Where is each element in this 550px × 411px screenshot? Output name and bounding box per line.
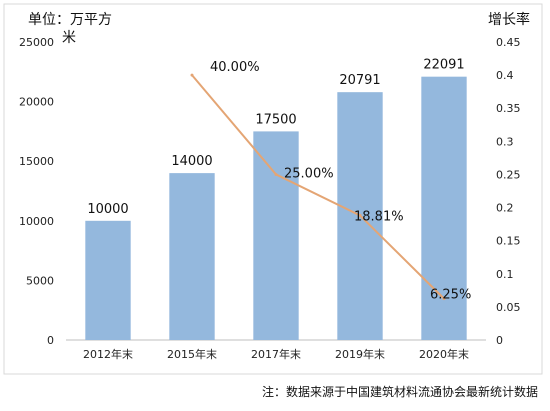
chart-svg: 0 5000 10000 15000 20000 25000 0 0.05 0.1 0.15 0.… <box>3 3 543 375</box>
growth-rate-point <box>358 213 362 217</box>
y-tick-label: 10000 <box>19 215 54 228</box>
y-tick-label: 5000 <box>26 274 54 287</box>
bar-value-label: 17500 <box>255 112 296 127</box>
x-tick-label: 2017年末 <box>251 347 301 361</box>
bar-value-label: 20791 <box>339 73 380 88</box>
y-tick-label: 15000 <box>19 155 54 168</box>
y2-tick-label: 0.05 <box>496 301 521 314</box>
bar-value-label: 14000 <box>171 154 212 169</box>
y-axis-title: 单位：万平方 <box>28 12 112 28</box>
y2-tick-label: 0.2 <box>496 202 514 215</box>
y2-tick-label: 0.4 <box>496 69 514 82</box>
y-tick-label: 0 <box>47 334 54 347</box>
chart-border <box>3 3 543 375</box>
y2-tick-label: 0.3 <box>496 135 514 148</box>
growth-rate-label: 25.00% <box>284 166 334 181</box>
x-tick-label: 2015年末 <box>167 347 217 361</box>
growth-rate-point <box>274 172 278 176</box>
x-tick-label: 2020年末 <box>419 347 469 361</box>
growth-rate-line <box>191 74 445 300</box>
growth-rate-label: 40.00% <box>210 60 260 75</box>
y-axis-title-cont: 米 <box>62 30 76 46</box>
y2-axis-title: 增长率 <box>488 11 530 28</box>
y2-tick-label: 0.25 <box>496 168 521 181</box>
bar-value-label: 22091 <box>423 58 464 73</box>
growth-rate-point <box>190 73 194 77</box>
growth-rate-label: 6.25% <box>430 288 471 303</box>
x-tick-label: 2019年末 <box>335 347 385 361</box>
x-tick-label: 2012年末 <box>83 347 133 361</box>
bar-2015年末 <box>169 173 215 340</box>
y-tick-label: 25000 <box>19 36 54 49</box>
bar-2020年末 <box>421 76 467 340</box>
y2-tick-label: 0 <box>496 334 503 347</box>
bar-2017年末 <box>253 131 299 340</box>
y-tick-label: 20000 <box>19 96 54 109</box>
y2-tick-label: 0.35 <box>496 102 521 115</box>
growth-rate-point <box>442 297 446 301</box>
growth-rate-label: 18.81% <box>354 209 404 224</box>
source-note: 注：数据来源于中国建筑材料流通协会最新统计数据 <box>261 385 538 399</box>
bar-value-label: 10000 <box>87 202 128 217</box>
y2-tick-label: 0.15 <box>496 235 521 248</box>
bar-2012年末 <box>85 220 131 340</box>
y2-tick-label: 0.1 <box>496 268 514 281</box>
y2-tick-label: 0.45 <box>496 36 521 49</box>
